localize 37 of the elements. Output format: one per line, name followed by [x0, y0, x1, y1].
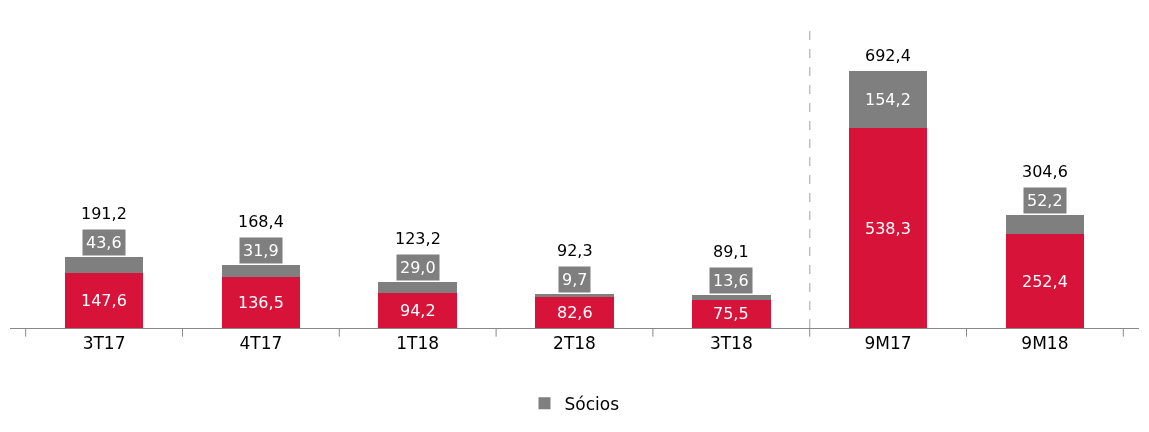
data-label: 82,6	[557, 303, 593, 322]
x-tick-label: 9M18	[1021, 333, 1069, 354]
total-label: 89,1	[713, 242, 749, 261]
data-label: 75,5	[713, 304, 749, 323]
bar	[535, 297, 614, 328]
x-tick-label: 9M17	[864, 333, 912, 354]
bar	[848, 128, 928, 328]
total-label: 304,6	[1022, 162, 1068, 181]
bar	[1005, 234, 1085, 328]
bar	[848, 70, 928, 129]
total-label: 123,2	[395, 229, 441, 248]
x-tick-label: 1T18	[396, 333, 440, 354]
data-label: 136,5	[238, 293, 284, 312]
total-label: 191,2	[81, 204, 127, 223]
total-label: 168,4	[238, 212, 284, 231]
data-label: 154,2	[865, 90, 911, 109]
data-label: 252,4	[1022, 272, 1068, 291]
total-label: 692,4	[865, 46, 911, 65]
data-label: 9,7	[562, 270, 588, 289]
data-label: 13,6	[713, 271, 749, 290]
bar	[692, 299, 771, 328]
bar	[64, 273, 144, 328]
x-tick-label: 2T18	[553, 333, 596, 354]
x-tick-label: 3T17	[82, 333, 126, 354]
data-label: 31,9	[243, 241, 279, 260]
data-label: 538,3	[865, 219, 911, 238]
x-tick-label: 3T18	[709, 333, 753, 354]
total-label: 92,3	[557, 241, 593, 260]
data-label: 147,6	[81, 291, 127, 310]
bar	[221, 277, 301, 328]
data-label: 52,2	[1027, 191, 1063, 210]
data-label: 94,2	[400, 301, 436, 320]
x-tick-label: 4T17	[239, 333, 283, 354]
data-label: 29,0	[400, 258, 436, 277]
data-label: 43,6	[86, 233, 122, 252]
bar	[378, 293, 457, 328]
legend-label: Sócios	[564, 393, 620, 414]
